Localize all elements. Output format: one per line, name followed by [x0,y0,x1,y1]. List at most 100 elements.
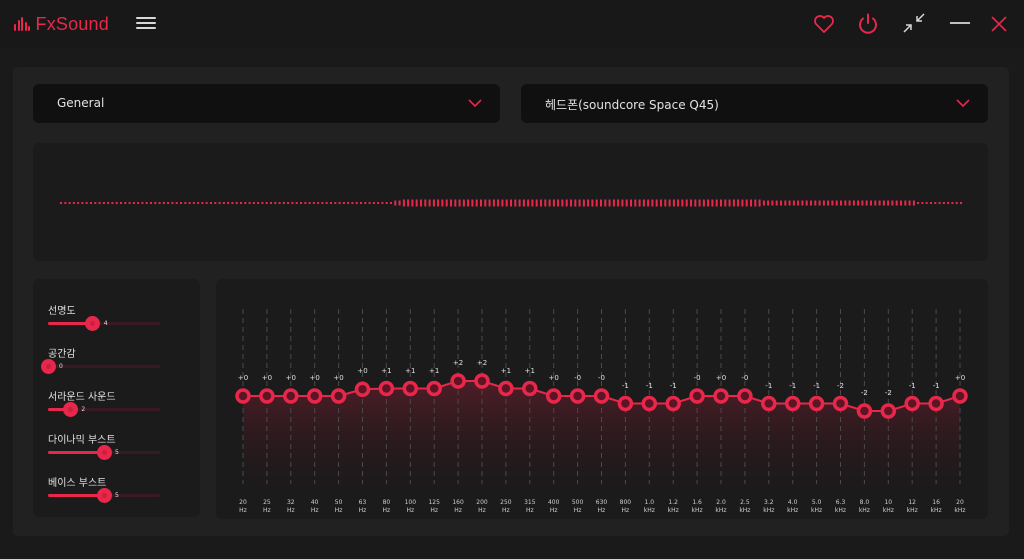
effect-slider-fill [48,322,93,325]
effect-slider[interactable]: 0 [40,359,160,374]
eq-band-freq-label: 32 Hz [279,499,303,515]
eq-band-knob[interactable] [522,380,538,397]
eq-band-knob[interactable] [832,395,849,412]
eq-band-value: -1 [645,381,653,390]
effect-slider[interactable]: 5 [48,488,160,503]
effect-slider[interactable]: 4 [48,316,160,331]
output-device-dropdown[interactable]: 헤드폰(soundcore Space Q45) [521,84,988,123]
spectrum-bar [514,199,517,207]
eq-band-freq: 630 [595,499,608,506]
eq-band-freq-label: 400 Hz [542,499,566,515]
effect-slider-fill [48,494,104,497]
eq-band-knob[interactable] [569,388,586,404]
spectrum-bar [621,199,624,207]
app-logo: FxSound [14,13,109,35]
spectrum-bar [891,200,894,206]
eq-band-freq-label: 25 Hz [255,499,279,515]
spectrum-bar [222,202,225,204]
eq-band-knob[interactable] [808,395,825,412]
spectrum-bar [501,199,504,207]
eq-band-value: -2 [884,389,892,397]
eq-band-knob[interactable] [784,395,801,412]
spectrum-bar [231,202,234,204]
eq-band-knob[interactable] [880,403,897,419]
eq-band-knob[interactable] [617,395,634,412]
effect-slider[interactable]: 2 [48,402,160,417]
eq-band-knob[interactable] [283,388,299,404]
spectrum-bar [805,200,808,206]
eq-band-knob[interactable] [713,388,729,404]
eq-band-knob[interactable] [402,380,419,397]
eq-band-knob[interactable] [354,381,371,398]
eq-band-knob[interactable] [593,388,610,404]
eq-band-knob[interactable] [378,380,395,397]
eq-band-freq-label: 5.0 kHz [805,499,829,515]
eq-band-value: +0 [333,374,344,382]
eq-band-knob[interactable] [665,395,681,412]
eq-band-knob[interactable] [545,388,562,404]
eq-band-knob[interactable] [306,388,323,404]
eq-band-freq-label: 630 Hz [590,499,614,515]
eq-band-knob[interactable] [689,388,705,404]
eq-band-value: +1 [524,366,535,375]
eq-band-freq-label: 63 Hz [351,499,375,515]
eq-band-knob[interactable] [498,380,514,397]
eq-band-freq: 12 [908,499,916,506]
eq-band-knob[interactable] [904,395,920,412]
spectrum-bar [544,199,547,207]
eq-band-knob[interactable] [641,395,658,412]
effect-value: 0 [59,363,63,370]
eq-band-knob[interactable] [330,388,347,404]
menu-button[interactable] [136,14,156,32]
power-button[interactable] [854,10,882,38]
spectrum-bar [235,202,238,204]
close-button[interactable] [985,10,1013,38]
spectrum-bar [180,202,182,204]
spectrum-bar [415,199,418,207]
eq-band-knob[interactable] [474,373,490,389]
eq-band-knob[interactable] [952,388,968,404]
eq-band-knob[interactable] [928,395,944,412]
eq-band-unit: Hz [430,507,439,514]
preset-dropdown[interactable]: General [33,84,500,123]
eq-band-knob[interactable] [761,395,777,412]
eq-band-unit: Hz [454,507,462,514]
effect-slider-knob[interactable] [96,488,112,503]
eq-band-freq-label: 40 Hz [303,499,327,515]
spectrum-bar [870,200,872,206]
eq-band-knob[interactable] [856,403,873,419]
eq-band-knob[interactable] [426,380,442,397]
eq-band-freq-label: 20 kHz [948,499,972,515]
minimize-button[interactable] [946,10,974,38]
spectrum-bar [445,199,448,207]
spectrum-bar [857,200,860,206]
spectrum-bar [192,202,195,204]
effect-slider-knob[interactable] [40,359,56,374]
spectrum-bar [467,199,470,207]
spectrum-bar [390,202,392,204]
effect-slider-knob[interactable] [85,316,101,331]
eq-band-freq: 200 [476,499,488,506]
eq-band-knob[interactable] [737,388,753,404]
eq-band-knob[interactable] [235,388,251,404]
spectrum-bar [261,202,264,204]
eq-band-unit: Hz [597,507,606,514]
eq-band-unit: Hz [310,507,319,514]
spectrum-bar [762,200,765,206]
compact-mode-button[interactable] [900,10,928,38]
spectrum-bar [471,199,474,207]
eq-band-knob[interactable] [259,388,275,404]
favorite-button[interactable] [810,10,838,38]
spectrum-bar [175,202,178,204]
effect-value: 2 [81,406,86,413]
spectrum-bar [690,199,692,207]
effect-slider-knob[interactable] [62,402,78,417]
device-value: 헤드폰(soundcore Space Q45) [545,98,719,112]
spectrum-bar [570,199,572,207]
spectrum-bar [488,199,491,207]
eq-band-knob[interactable] [450,373,466,389]
spectrum-bar [102,202,105,204]
effect-slider-knob[interactable] [96,445,112,460]
effect-slider[interactable]: 5 [48,445,160,460]
minimize-to-compact-icon [903,13,925,33]
